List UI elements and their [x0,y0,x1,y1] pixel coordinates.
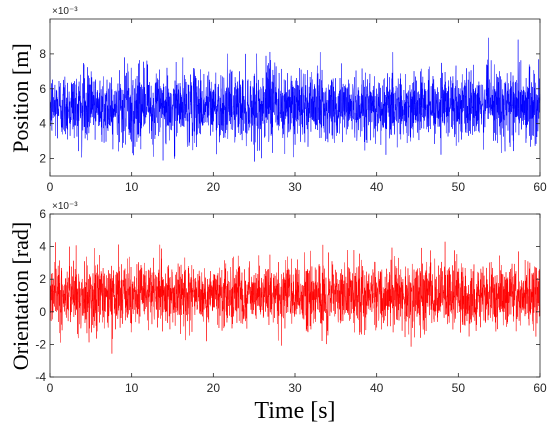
position-y-tick-label: 2 [39,152,46,166]
position-y-tick-label: 4 [39,117,46,131]
orientation-y-tick-label: 4 [39,240,46,254]
orientation-subplot: 0 10 20 30 40 50 60 -4 -2 0 2 4 6 ×10⁻³ Orientation … [8,201,547,424]
position-x-tick-label: 10 [125,180,139,194]
orientation-series-line [49,241,541,354]
orientation-x-tick-label: 60 [533,381,547,395]
orientation-x-tick-label: 50 [452,381,466,395]
position-exponent-label: ×10⁻³ [52,6,78,17]
position-y-axis-label: Position [m] [8,43,33,152]
orientation-exponent-label: ×10⁻³ [52,201,78,212]
orientation-series-polyline [49,241,541,354]
orientation-y-tick-label: 0 [39,305,46,319]
orientation-x-tick-label: 10 [125,381,139,395]
orientation-ticks: 0 10 20 30 40 50 60 -4 -2 0 2 4 6 [35,207,547,395]
position-x-tick-label: 0 [47,180,54,194]
position-ticks: 0 10 20 30 40 50 60 2 4 6 8 [39,19,547,194]
position-series-line [49,37,541,162]
orientation-y-tick-label: -2 [35,337,46,351]
position-x-tick-label: 50 [452,180,466,194]
position-x-tick-label: 40 [370,180,384,194]
orientation-x-tick-label: 20 [207,381,221,395]
position-x-tick-label: 30 [288,180,302,194]
orientation-x-tick-label: 30 [288,381,302,395]
position-subplot: 0 10 20 30 40 50 60 2 4 6 8 ×10⁻³ Position [m] [8,6,547,194]
position-x-tick-label: 60 [533,180,547,194]
orientation-y-tick-label: 2 [39,272,46,286]
position-series-polyline [49,37,541,162]
time-x-axis-label: Time [s] [254,398,335,424]
position-y-tick-label: 6 [39,82,46,96]
orientation-y-axis-label: Orientation [rad] [8,222,33,370]
orientation-x-tick-label: 40 [370,381,384,395]
position-y-tick-label: 8 [39,47,46,61]
orientation-y-tick-label: 6 [39,207,46,221]
position-x-tick-label: 20 [207,180,221,194]
orientation-x-tick-label: 0 [47,381,54,395]
orientation-y-tick-label: -4 [35,370,46,384]
